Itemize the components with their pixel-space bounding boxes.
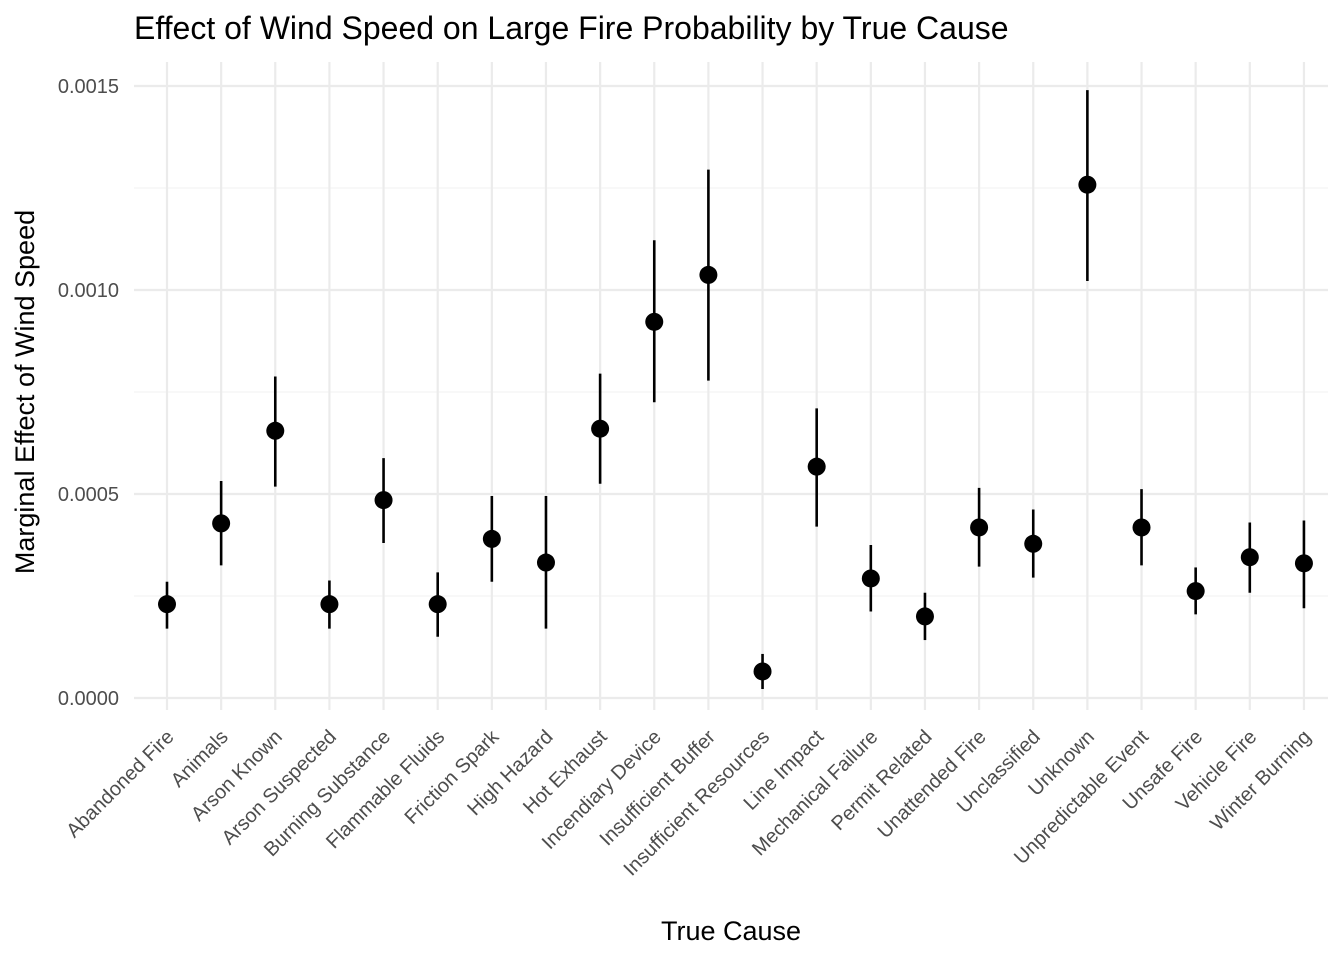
data-point (266, 421, 285, 440)
data-point (753, 662, 772, 681)
data-point (1294, 554, 1313, 573)
data-point (970, 518, 989, 537)
data-point (861, 569, 880, 588)
x-tick-label: Abandoned Fire (62, 726, 178, 842)
data-point (699, 265, 718, 284)
data-point (320, 595, 339, 614)
y-tick-label: 0.0010 (58, 280, 119, 302)
y-tick-label: 0.0000 (58, 688, 119, 710)
data-marks (158, 90, 1313, 690)
data-point (1024, 534, 1043, 553)
data-point (482, 529, 501, 548)
data-point (158, 595, 176, 614)
y-tick-label: 0.0005 (58, 484, 119, 506)
chart-title: Effect of Wind Speed on Large Fire Proba… (134, 10, 1009, 46)
data-point (807, 457, 826, 476)
y-axis-ticks: 0.0000 0.0005 0.0010 0.0015 (58, 76, 119, 710)
data-point (536, 553, 555, 572)
data-point (1132, 518, 1151, 537)
data-point (591, 419, 610, 438)
grid-layer (134, 62, 1328, 710)
data-point (1078, 175, 1097, 194)
data-point (915, 607, 934, 626)
x-axis-title: True Cause (661, 916, 801, 946)
data-point (1240, 548, 1259, 567)
y-tick-label: 0.0015 (58, 76, 119, 98)
data-point (1186, 582, 1205, 601)
x-tick-label: Friction Spark (401, 725, 504, 828)
data-point (374, 491, 393, 510)
data-point (212, 514, 231, 533)
data-point (645, 312, 664, 331)
data-point (428, 595, 447, 614)
x-tick-label: Winter Burning (1206, 726, 1315, 835)
y-axis-title: Marginal Effect of Wind Speed (10, 210, 40, 574)
